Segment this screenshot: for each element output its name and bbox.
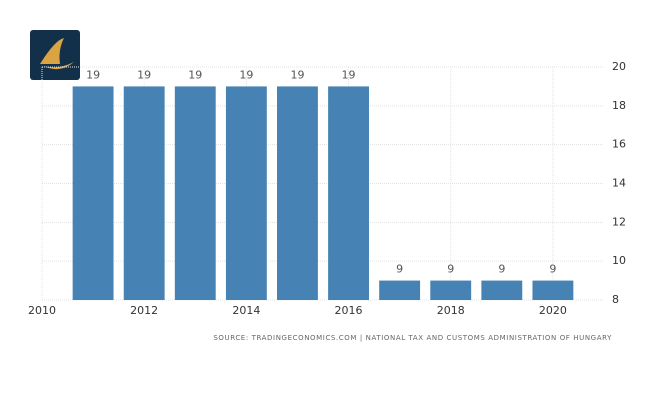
y-tick-label: 18 (612, 99, 626, 112)
y-tick-label: 16 (612, 138, 626, 151)
bar (328, 86, 369, 301)
bar (379, 280, 421, 300)
bar (123, 86, 165, 301)
y-tick-label: 10 (612, 254, 626, 267)
x-tick-label: 2012 (130, 304, 158, 317)
value-label: 19 (290, 68, 304, 81)
bar (481, 280, 523, 300)
x-tick-label: 2014 (232, 304, 260, 317)
bar (72, 86, 114, 301)
y-tick-label: 8 (612, 293, 619, 306)
y-tick-label: 20 (612, 60, 626, 73)
value-label: 19 (86, 68, 100, 81)
value-label: 19 (137, 68, 151, 81)
bar (532, 280, 574, 300)
y-tick-label: 12 (612, 215, 626, 228)
value-label: 19 (342, 68, 356, 81)
x-tick-label: 2010 (28, 304, 56, 317)
logo (30, 30, 80, 80)
value-label: 19 (239, 68, 253, 81)
source: SOURCE: TRADINGECONOMICS.COM | NATIONAL … (213, 334, 612, 342)
value-label: 9 (549, 263, 556, 276)
value-label: 19 (188, 68, 202, 81)
value-label: 9 (498, 263, 505, 276)
bar (225, 86, 267, 301)
y-tick-label: 14 (612, 177, 626, 190)
x-tick-label: 2016 (335, 304, 363, 317)
bar (277, 86, 318, 301)
bar (174, 86, 216, 301)
bar (430, 280, 472, 300)
x-tick-label: 2020 (539, 304, 567, 317)
x-tick-label: 2018 (437, 304, 465, 317)
value-label: 9 (447, 263, 454, 276)
value-label: 9 (396, 263, 403, 276)
